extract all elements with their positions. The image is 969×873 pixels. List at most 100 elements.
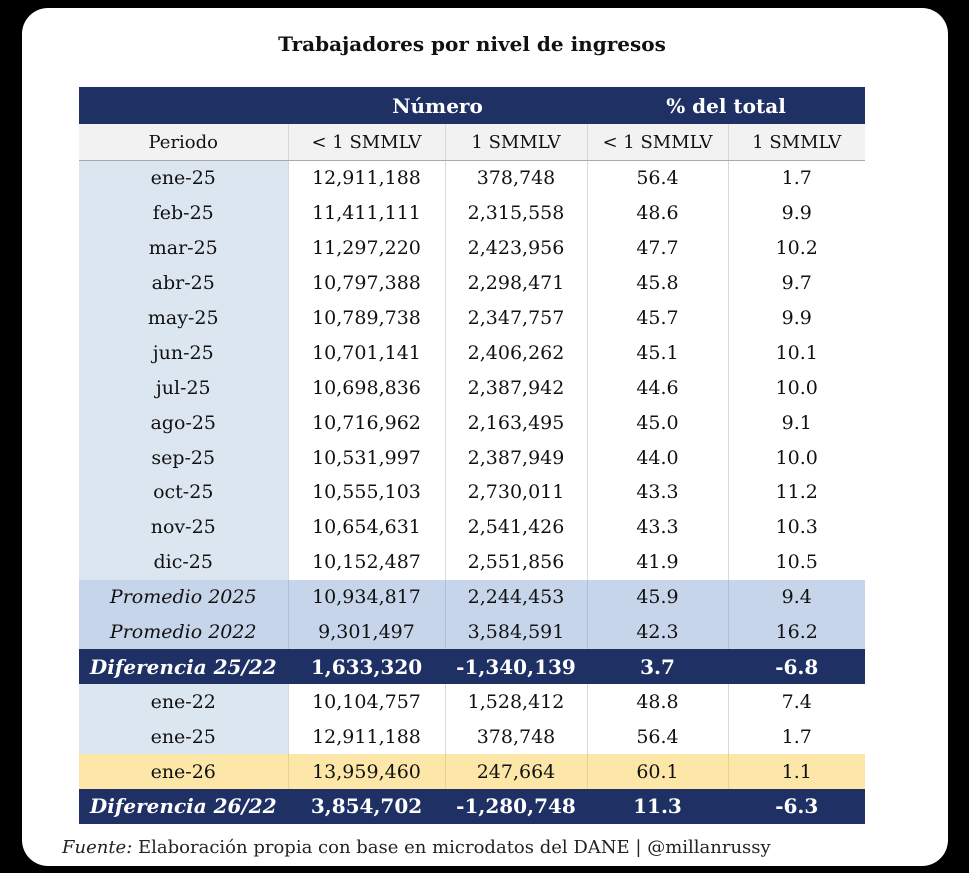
table-row: mar-25 11,297,220 2,423,956 47.7 10.2 [79, 230, 865, 266]
table-row: ene-25 12,911,188 378,748 56.4 1.7 [79, 160, 865, 196]
cell-n-menos1: 10,555,103 [287, 475, 445, 510]
cell-periodo: ene-25 [79, 719, 288, 755]
cell-p-menos1: 44.6 [586, 370, 728, 406]
cell-p-menos1: 45.7 [586, 300, 728, 336]
cell-periodo: dic-25 [79, 544, 288, 580]
cell-periodo: feb-25 [79, 195, 288, 231]
cell-p-menos1: 48.8 [586, 684, 728, 720]
cell-n-1: 2,163,495 [444, 405, 587, 441]
cell-n-menos1: 10,152,487 [287, 544, 445, 580]
cell-p-1: -6.3 [727, 789, 865, 824]
col-header-p-menos1: < 1 SMMLV [586, 124, 728, 161]
cell-p-menos1: 41.9 [586, 544, 728, 580]
cell-periodo: ene-25 [79, 160, 288, 196]
cell-periodo: may-25 [79, 300, 288, 336]
group-header-row: Número % del total [79, 87, 865, 124]
cell-p-1: 1.1 [727, 754, 865, 790]
group-header-pct: % del total [587, 87, 865, 124]
cell-n-menos1: 10,789,738 [287, 300, 445, 336]
cell-n-menos1: 12,911,188 [287, 160, 445, 196]
ene-26-row: ene-26 13,959,460 247,664 60.1 1.1 [79, 754, 865, 790]
cell-n-menos1: 10,104,757 [287, 684, 445, 720]
cell-p-menos1: 45.0 [586, 405, 728, 441]
cell-n-menos1: 3,854,702 [287, 789, 445, 824]
col-header-p-1: 1 SMMLV [727, 124, 865, 161]
group-header-numero: Número [288, 87, 587, 124]
cell-p-1: -6.8 [727, 649, 865, 685]
cell-n-1: 2,315,558 [444, 195, 587, 231]
cell-p-menos1: 47.7 [586, 230, 728, 266]
cell-n-menos1: 10,701,141 [287, 335, 445, 371]
cell-n-menos1: 10,698,836 [287, 370, 445, 406]
col-header-periodo: Periodo [79, 124, 288, 161]
cell-periodo: ago-25 [79, 405, 288, 441]
cell-p-1: 9.9 [727, 195, 865, 231]
promedio-2025-row: Promedio 2025 10,934,817 2,244,453 45.9 9.4 [79, 579, 865, 615]
cell-periodo: oct-25 [79, 475, 288, 510]
cell-periodo: jul-25 [79, 370, 288, 406]
source-footer: Fuente: Elaboración propia con base en m… [62, 837, 771, 858]
cell-p-menos1: 56.4 [586, 719, 728, 755]
cell-p-menos1: 56.4 [586, 160, 728, 196]
col-header-n-menos1: < 1 SMMLV [287, 124, 445, 161]
cell-p-menos1: 44.0 [586, 440, 728, 476]
cell-p-1: 9.7 [727, 265, 865, 301]
table-row: abr-25 10,797,388 2,298,471 45.8 9.7 [79, 265, 865, 301]
cell-p-1: 9.4 [727, 579, 865, 615]
table-row: jun-25 10,701,141 2,406,262 45.1 10.1 [79, 335, 865, 371]
cell-n-menos1: 10,716,962 [287, 405, 445, 441]
cell-n-1: 378,748 [444, 160, 587, 196]
table-row: ago-25 10,716,962 2,163,495 45.0 9.1 [79, 405, 865, 441]
cell-p-menos1: 45.8 [586, 265, 728, 301]
cell-periodo: Diferencia 26/22 [79, 789, 288, 824]
cell-n-menos1: 10,654,631 [287, 509, 445, 545]
cell-n-menos1: 13,959,460 [287, 754, 445, 790]
cell-p-menos1: 11.3 [586, 789, 728, 824]
cell-periodo: Promedio 2025 [79, 579, 288, 615]
cell-periodo: abr-25 [79, 265, 288, 301]
cell-n-menos1: 10,531,997 [287, 440, 445, 476]
table-row: sep-25 10,531,997 2,387,949 44.0 10.0 [79, 440, 865, 476]
cell-p-1: 10.3 [727, 509, 865, 545]
diferencia-26-22-row: Diferencia 26/22 3,854,702 -1,280,748 11.3-… [79, 789, 865, 824]
cell-n-1: 1,528,412 [444, 684, 587, 720]
table-row: may-25 10,789,738 2,347,757 45.7 9.9 [79, 300, 865, 336]
cell-p-menos1: 43.3 [586, 475, 728, 510]
cell-n-menos1: 12,911,188 [287, 719, 445, 755]
cell-n-menos1: 9,301,497 [287, 614, 445, 650]
cell-p-1: 10.5 [727, 544, 865, 580]
source-text: Elaboración propia con base en microdato… [138, 837, 771, 858]
cell-periodo: jun-25 [79, 335, 288, 371]
cell-n-1: 2,347,757 [444, 300, 587, 336]
table-row: ene-22 10,104,757 1,528,412 48.8 7.4 [79, 684, 865, 720]
table-row: oct-25 10,555,103 2,730,011 43.3 11.2 [79, 475, 865, 510]
table-row: jul-25 10,698,836 2,387,942 44.6 10.0 [79, 370, 865, 406]
cell-p-1: 16.2 [727, 614, 865, 650]
cell-n-1: 247,664 [444, 754, 587, 790]
cell-periodo: nov-25 [79, 509, 288, 545]
cell-p-menos1: 48.6 [586, 195, 728, 231]
cell-n-1: -1,280,748 [444, 789, 587, 824]
promedio-2022-row: Promedio 2022 9,301,497 3,584,591 42.3 16.2 [79, 614, 865, 650]
cell-periodo: ene-22 [79, 684, 288, 720]
cell-p-menos1: 3.7 [586, 649, 728, 685]
cell-p-1: 11.2 [727, 475, 865, 510]
cell-p-menos1: 45.1 [586, 335, 728, 371]
cell-n-menos1: 11,297,220 [287, 230, 445, 266]
header-empty-cell [79, 87, 288, 124]
cell-n-1: 2,730,011 [444, 475, 587, 510]
cell-n-1: 378,748 [444, 719, 587, 755]
cell-n-1: 2,541,426 [444, 509, 587, 545]
cell-p-1: 10.0 [727, 440, 865, 476]
cell-periodo: mar-25 [79, 230, 288, 266]
table-row: dic-25 10,152,487 2,551,856 41.9 10.5 [79, 544, 865, 580]
cell-p-1: 9.9 [727, 300, 865, 336]
cell-periodo: sep-25 [79, 440, 288, 476]
column-header-row: Periodo < 1 SMMLV 1 SMMLV < 1 SMMLV 1 SM… [79, 124, 865, 161]
diferencia-25-22-row: Diferencia 25/22 1,633,320 -1,340,139 3.7 -6… [79, 649, 865, 685]
cell-n-menos1: 10,934,817 [287, 579, 445, 615]
cell-n-1: 3,584,591 [444, 614, 587, 650]
cell-n-1: 2,387,942 [444, 370, 587, 406]
cell-p-1: 7.4 [727, 684, 865, 720]
cell-n-1: 2,244,453 [444, 579, 587, 615]
